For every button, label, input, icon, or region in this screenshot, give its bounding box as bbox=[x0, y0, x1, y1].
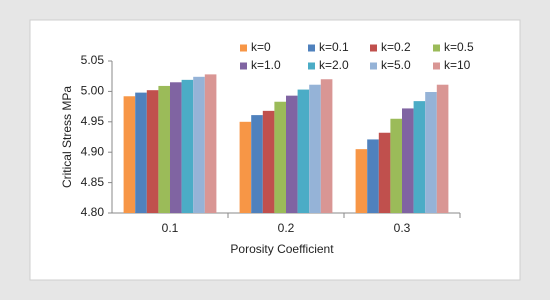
bar bbox=[402, 108, 414, 213]
legend-swatch bbox=[240, 62, 247, 70]
bar bbox=[251, 115, 263, 213]
bar bbox=[309, 84, 321, 213]
legend-label: k=0.2 bbox=[381, 40, 411, 54]
bar bbox=[425, 92, 437, 213]
legend-swatch bbox=[370, 44, 377, 52]
legend-swatch bbox=[308, 62, 315, 70]
y-tick-label: 4.85 bbox=[81, 175, 105, 189]
legend-swatch bbox=[308, 44, 315, 52]
legend-label: k=0.1 bbox=[319, 40, 349, 54]
bar bbox=[355, 149, 368, 213]
legend-swatch bbox=[433, 62, 440, 70]
y-tick-label: 4.95 bbox=[81, 114, 105, 128]
legend-label: k=0 bbox=[251, 40, 271, 54]
bar bbox=[170, 82, 182, 213]
bar bbox=[286, 95, 298, 213]
legend-label: k=2.0 bbox=[319, 58, 349, 72]
bar bbox=[436, 84, 449, 213]
x-tick-label: 0.2 bbox=[278, 221, 295, 235]
legend-swatch bbox=[240, 44, 247, 52]
bar bbox=[367, 139, 379, 213]
bar bbox=[320, 79, 333, 214]
bar bbox=[181, 79, 194, 214]
legend-swatch bbox=[433, 44, 440, 52]
bar bbox=[262, 110, 275, 213]
bar bbox=[193, 76, 205, 213]
bar bbox=[390, 118, 402, 213]
bar bbox=[146, 90, 159, 213]
legend-swatch bbox=[370, 62, 377, 70]
bar bbox=[413, 101, 426, 213]
y-tick-label: 5.00 bbox=[81, 84, 105, 98]
y-tick-label: 5.05 bbox=[81, 53, 105, 67]
legend-label: k=5.0 bbox=[381, 58, 411, 72]
legend-label: k=10 bbox=[444, 58, 471, 72]
legend-label: k=0.5 bbox=[444, 40, 474, 54]
x-axis-title: Porosity Coefficient bbox=[230, 242, 334, 256]
bar bbox=[239, 121, 252, 213]
legend-label: k=1.0 bbox=[251, 58, 281, 72]
bar bbox=[123, 96, 136, 213]
y-tick-label: 4.80 bbox=[81, 205, 105, 219]
bar bbox=[158, 85, 170, 213]
y-axis-title: Critical Stress MPa bbox=[60, 86, 74, 188]
bar bbox=[378, 132, 391, 213]
bar bbox=[274, 101, 286, 213]
bar bbox=[204, 74, 217, 213]
bar bbox=[297, 89, 310, 213]
x-tick-label: 0.1 bbox=[162, 221, 179, 235]
x-tick-label: 0.3 bbox=[394, 221, 411, 235]
bar bbox=[135, 92, 147, 213]
y-tick-label: 4.90 bbox=[81, 144, 105, 158]
